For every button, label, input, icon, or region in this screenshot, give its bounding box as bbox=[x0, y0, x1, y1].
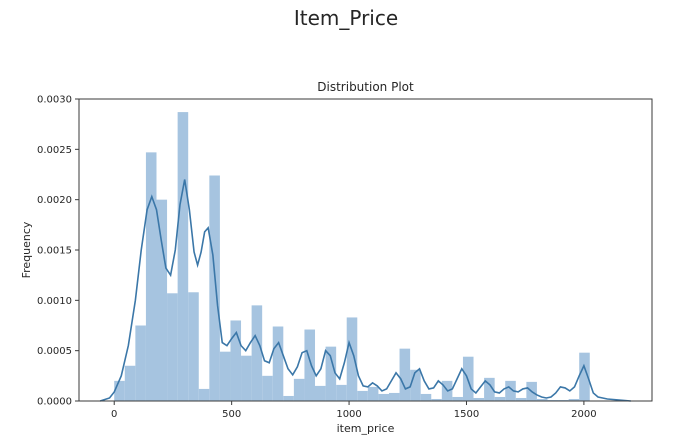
histogram-bar bbox=[346, 317, 358, 401]
x-tick-label: 0 bbox=[111, 409, 117, 420]
y-tick-label: 0.0025 bbox=[37, 145, 72, 156]
histogram-bar bbox=[388, 392, 400, 401]
y-tick-label: 0.0015 bbox=[37, 246, 72, 257]
y-tick-label: 0.0005 bbox=[37, 346, 72, 357]
y-tick-label: 0.0000 bbox=[37, 397, 72, 408]
x-tick-label: 1500 bbox=[454, 409, 479, 420]
histogram-bar bbox=[568, 398, 580, 401]
histogram-bar bbox=[378, 393, 389, 401]
y-axis: 0.0000 0.0005 0.0010 0.0015 0.0020 0.0025 0.00… bbox=[37, 95, 79, 408]
histogram-bar bbox=[124, 365, 136, 401]
histogram-bars bbox=[114, 112, 590, 401]
x-tick-label: 1000 bbox=[336, 409, 361, 420]
histogram-bar bbox=[420, 393, 432, 401]
histogram-bar bbox=[145, 152, 157, 401]
histogram-bar bbox=[515, 397, 527, 401]
histogram-bar bbox=[293, 378, 305, 401]
histogram-bar bbox=[547, 399, 559, 401]
x-tick-label: 500 bbox=[222, 409, 241, 420]
histogram-bar bbox=[304, 329, 316, 401]
histogram-bar bbox=[505, 380, 516, 401]
histogram-bar bbox=[272, 326, 284, 401]
histogram-bar bbox=[431, 398, 442, 401]
histogram-bar bbox=[357, 390, 368, 401]
histogram-bar bbox=[558, 399, 569, 401]
histogram-bar bbox=[156, 199, 168, 401]
histogram-bar bbox=[452, 396, 463, 401]
x-axis: 0 500 1000 1500 2000 bbox=[111, 401, 597, 420]
histogram-bar bbox=[114, 380, 125, 401]
histogram-bar bbox=[230, 320, 242, 401]
histogram-bar bbox=[251, 305, 263, 401]
histogram-bar bbox=[367, 386, 379, 401]
figure-title: Item_Price bbox=[293, 6, 399, 30]
histogram-bar bbox=[484, 377, 495, 401]
histogram-bar bbox=[336, 384, 347, 401]
histogram-bar bbox=[283, 395, 294, 401]
histogram-bar bbox=[209, 175, 220, 401]
histogram-bar bbox=[135, 325, 146, 401]
histogram-bar bbox=[219, 351, 231, 401]
y-tick-label: 0.0010 bbox=[37, 296, 72, 307]
x-tick-label: 2000 bbox=[571, 409, 596, 420]
y-tick-label: 0.0030 bbox=[37, 95, 72, 106]
histogram-bar bbox=[198, 388, 210, 401]
x-axis-label: item_price bbox=[337, 422, 395, 435]
histogram-bar bbox=[410, 369, 421, 401]
histogram-bar bbox=[579, 352, 590, 401]
plot-title: Distribution Plot bbox=[317, 80, 414, 94]
histogram-bar bbox=[241, 355, 252, 401]
histogram-bar bbox=[188, 292, 199, 401]
histogram-bar bbox=[399, 348, 411, 401]
histogram-bar bbox=[536, 398, 548, 401]
histogram-bar bbox=[262, 375, 273, 401]
histogram-bar bbox=[473, 397, 485, 401]
histogram-bar bbox=[325, 346, 337, 401]
histogram-bar bbox=[315, 385, 326, 401]
histogram-bar bbox=[167, 293, 178, 401]
histogram-bar bbox=[177, 112, 189, 401]
y-tick-label: 0.0020 bbox=[37, 195, 72, 206]
y-axis-label: Frequency bbox=[20, 221, 33, 278]
histogram-bar bbox=[494, 396, 506, 401]
kde-line bbox=[99, 179, 631, 402]
